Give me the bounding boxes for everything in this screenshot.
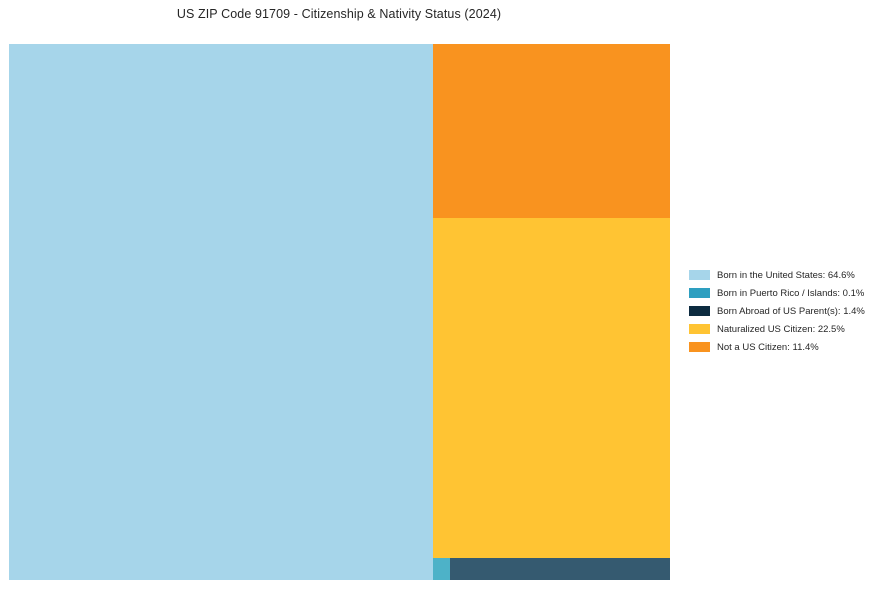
legend-item-label: Born in the United States: 64.6% bbox=[717, 269, 855, 281]
treemap-tile-born-in-puerto-rico-islands[interactable]: Born in Puerto Rico / Islands bbox=[433, 558, 451, 580]
legend-item-label: Naturalized US Citizen: 22.5% bbox=[717, 323, 845, 335]
treemap-tile-naturalized-us-citizen[interactable]: Naturalized US Citizen bbox=[433, 217, 670, 558]
treemap-plot-area: Born in the United States Not a US Citiz… bbox=[9, 44, 670, 580]
legend-item-label: Not a US Citizen: 11.4% bbox=[717, 341, 819, 353]
legend-swatch-icon bbox=[689, 306, 710, 316]
legend-swatch-icon bbox=[689, 270, 710, 280]
legend-item-label: Born Abroad of US Parent(s): 1.4% bbox=[717, 305, 865, 317]
legend-item-born-in-puerto-rico-islands[interactable]: Born in Puerto Rico / Islands: 0.1% bbox=[689, 284, 885, 302]
legend-swatch-icon bbox=[689, 288, 710, 298]
legend-item-not-a-us-citizen[interactable]: Not a US Citizen: 11.4% bbox=[689, 338, 885, 356]
legend-swatch-icon bbox=[689, 324, 710, 334]
legend-item-label: Born in Puerto Rico / Islands: 0.1% bbox=[717, 287, 865, 299]
treemap-tile-not-a-us-citizen[interactable]: Not a US Citizen bbox=[433, 44, 670, 218]
legend-swatch-icon bbox=[689, 342, 710, 352]
treemap-tile-born-abroad-of-us-parents[interactable]: Born Abroad of US Parent(s) bbox=[450, 558, 670, 580]
legend-item-naturalized-us-citizen[interactable]: Naturalized US Citizen: 22.5% bbox=[689, 320, 885, 338]
chart-title: US ZIP Code 91709 - Citizenship & Nativi… bbox=[176, 7, 502, 21]
legend-item-born-abroad-of-us-parents[interactable]: Born Abroad of US Parent(s): 1.4% bbox=[689, 302, 885, 320]
treemap-tile-born-in-the-united-states[interactable]: Born in the United States bbox=[9, 44, 434, 580]
legend-item-born-in-the-united-states[interactable]: Born in the United States: 64.6% bbox=[689, 266, 885, 284]
chart-legend: Born in the United States: 64.6% Born in… bbox=[689, 266, 885, 356]
